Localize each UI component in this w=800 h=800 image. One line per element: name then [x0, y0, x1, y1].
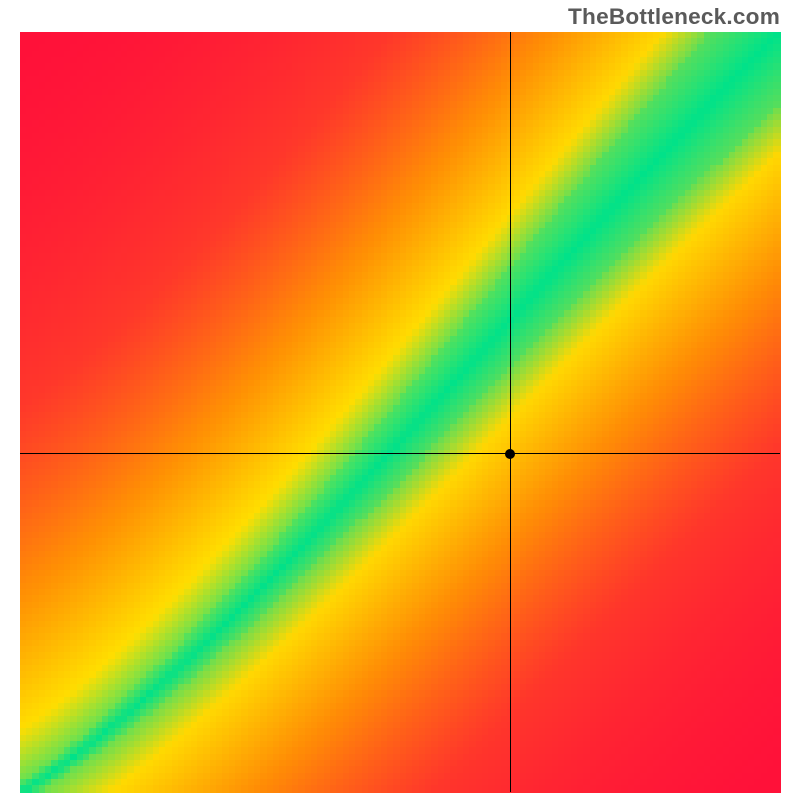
bottleneck-heatmap [0, 0, 800, 800]
watermark-text: TheBottleneck.com [568, 4, 780, 30]
chart-container: TheBottleneck.com [0, 0, 800, 800]
crosshair-horizontal [20, 453, 780, 454]
marker-dot [505, 449, 515, 459]
crosshair-vertical [510, 32, 511, 792]
